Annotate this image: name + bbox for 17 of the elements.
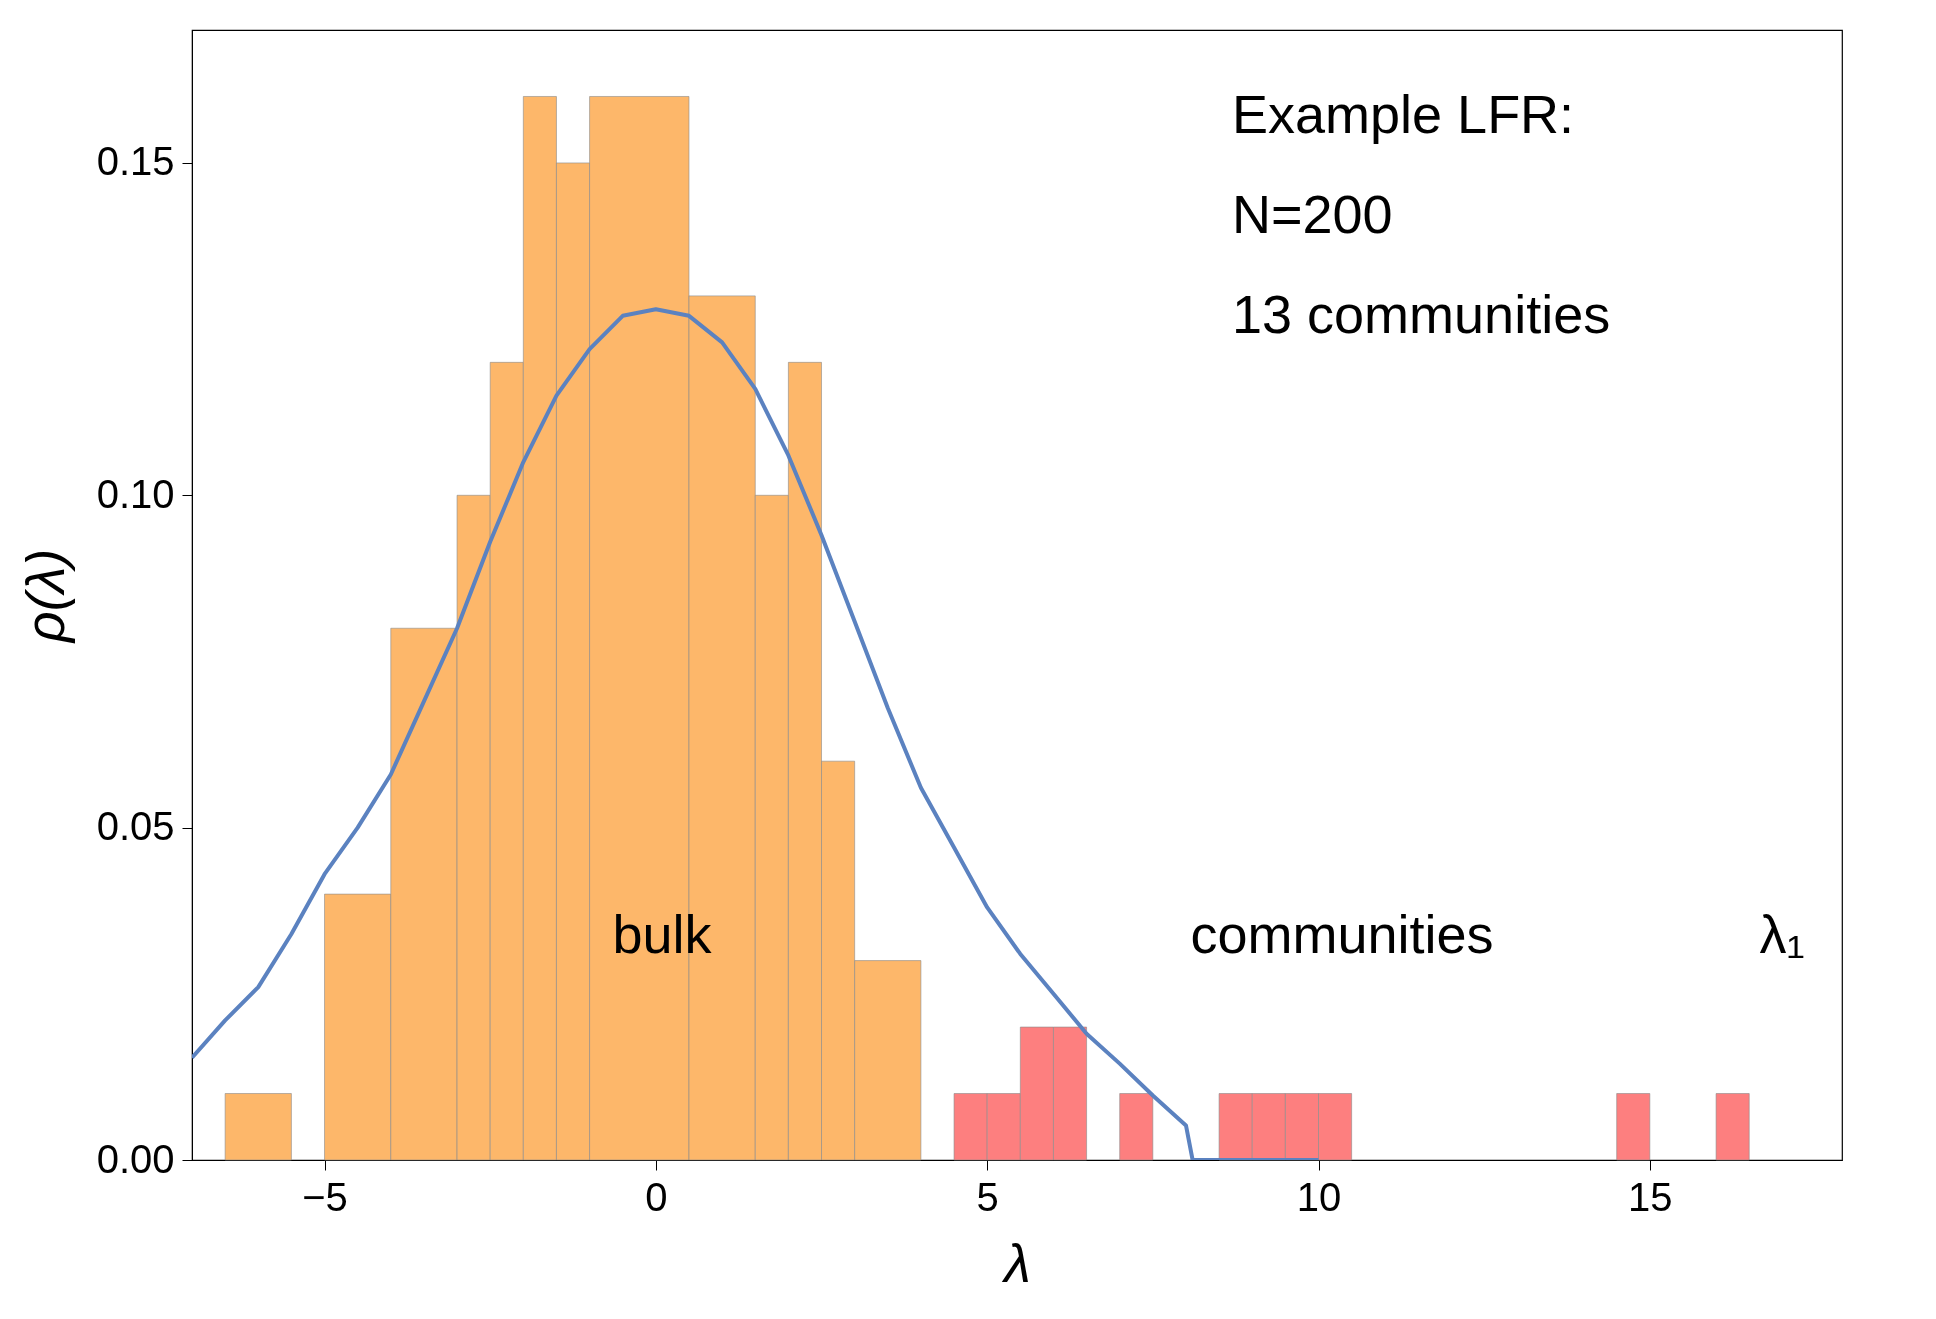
- y-axis-title: ρ(λ): [14, 548, 75, 645]
- annotation: 13 communities: [1232, 284, 1611, 344]
- x-tick-label: 10: [1296, 1174, 1342, 1219]
- x-tick-label: −5: [302, 1174, 348, 1219]
- y-tick-label: 0.15: [96, 139, 175, 184]
- y-tick-label: 0.00: [96, 1136, 175, 1181]
- x-tick-label: 15: [1628, 1174, 1673, 1219]
- x-axis-title: λ: [1001, 1232, 1031, 1293]
- annotation: bulk: [612, 904, 713, 964]
- x-tick-label: 0: [645, 1174, 668, 1219]
- annotation: communities: [1190, 904, 1494, 964]
- annotation: N=200: [1232, 184, 1393, 244]
- y-tick-label: 0.10: [96, 471, 175, 516]
- annotation: Example LFR:: [1232, 84, 1575, 144]
- y-tick-label: 0.05: [96, 804, 175, 849]
- annotation: λ₁: [1759, 904, 1805, 964]
- x-tick-label: 5: [976, 1174, 999, 1219]
